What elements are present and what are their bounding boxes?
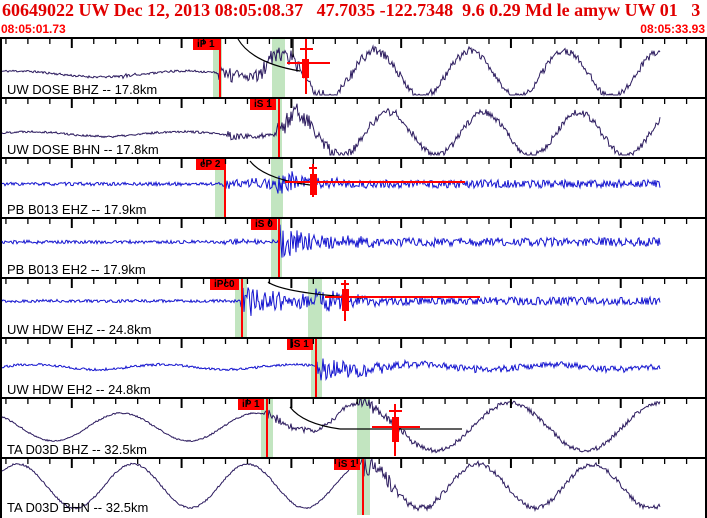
phase-pick-flag[interactable]: iS 0 bbox=[251, 219, 277, 230]
amplitude-marker[interactable] bbox=[325, 280, 480, 321]
event-header-title: 60649022 UW Dec 12, 2013 08:05:08.37 47.… bbox=[2, 0, 701, 20]
time-axis bbox=[0, 217, 707, 228]
phase-pick-line[interactable] bbox=[219, 39, 221, 97]
phase-pick-line[interactable] bbox=[315, 339, 317, 397]
trace-panel-3[interactable]: eP 2 PB B013 EHZ -- 17.9km bbox=[0, 157, 707, 217]
trace-panel-6[interactable]: iS 1 UW HDW EH2 -- 24.8km bbox=[0, 337, 707, 397]
amplitude-marker[interactable] bbox=[372, 404, 420, 456]
window-start-time: 08:05:01.73 bbox=[1, 22, 66, 36]
window-end-time: 08:05:33.93 bbox=[640, 22, 705, 36]
trace-panel-2[interactable]: iS 1 UW DOSE BHN -- 17.8km bbox=[0, 97, 707, 157]
pick-highlight-band bbox=[272, 39, 285, 97]
phase-pick-flag[interactable]: iP 1 bbox=[238, 399, 264, 410]
trace-panel-5[interactable]: iPc0 UW HDW EHZ -- 24.8km bbox=[0, 277, 707, 337]
trace-panels-area: iP 1 UW DOSE BHZ -- 17.8km iS 1 UW DOSE BHN… bbox=[0, 37, 707, 518]
phase-pick-flag[interactable]: iS 1 bbox=[334, 459, 360, 470]
time-axis bbox=[0, 277, 707, 288]
phase-pick-flag[interactable]: eP 2 bbox=[196, 159, 225, 170]
coda-decay-curve bbox=[237, 38, 301, 72]
trace-panel-7[interactable]: iP 1 TA D03D BHZ -- 32.5km bbox=[0, 397, 707, 457]
time-axis bbox=[0, 397, 707, 408]
coda-decay-curve bbox=[289, 406, 341, 430]
trace-station-label: UW HDW EH2 -- 24.8km bbox=[7, 382, 151, 397]
trace-station-label: PB B013 EHZ -- 17.9km bbox=[7, 202, 147, 217]
time-axis bbox=[0, 337, 707, 348]
phase-pick-flag[interactable]: iS 1 bbox=[287, 339, 313, 350]
phase-pick-flag[interactable]: iS 1 bbox=[250, 99, 276, 110]
phase-pick-flag[interactable]: iPc0 bbox=[210, 279, 239, 290]
amplitude-marker[interactable] bbox=[285, 164, 465, 197]
phase-pick-flag[interactable]: iP 1 bbox=[193, 39, 219, 50]
trace-station-label: UW HDW EHZ -- 24.8km bbox=[7, 322, 152, 337]
trace-panel-4[interactable]: iS 0 PB B013 EH2 -- 17.9km bbox=[0, 217, 707, 277]
trace-panel-8[interactable]: iS 1 TA D03D BHN -- 32.5km bbox=[0, 457, 707, 515]
time-axis bbox=[0, 37, 707, 48]
pick-highlight-band bbox=[357, 399, 370, 457]
trace-station-label: TA D03D BHZ -- 32.5km bbox=[7, 442, 147, 457]
amplitude-marker[interactable] bbox=[287, 39, 330, 94]
time-axis bbox=[0, 157, 707, 168]
phase-pick-line[interactable] bbox=[278, 99, 280, 157]
trace-station-label: UW DOSE BHN -- 17.8km bbox=[7, 142, 159, 157]
phase-pick-line[interactable] bbox=[241, 279, 243, 337]
trace-station-label: UW DOSE BHZ -- 17.8km bbox=[7, 82, 158, 97]
trace-station-label: PB B013 EH2 -- 17.9km bbox=[7, 262, 146, 277]
phase-pick-line[interactable] bbox=[278, 219, 280, 277]
plot-left-border bbox=[0, 37, 2, 518]
pick-highlight-band bbox=[308, 279, 322, 337]
trace-panel-1[interactable]: iP 1 UW DOSE BHZ -- 17.8km bbox=[0, 37, 707, 97]
pick-highlight-band bbox=[271, 159, 283, 217]
time-axis bbox=[0, 97, 707, 108]
trace-station-label: TA D03D BHN -- 32.5km bbox=[7, 500, 149, 515]
phase-pick-line[interactable] bbox=[362, 459, 364, 515]
phase-pick-line[interactable] bbox=[266, 399, 268, 457]
